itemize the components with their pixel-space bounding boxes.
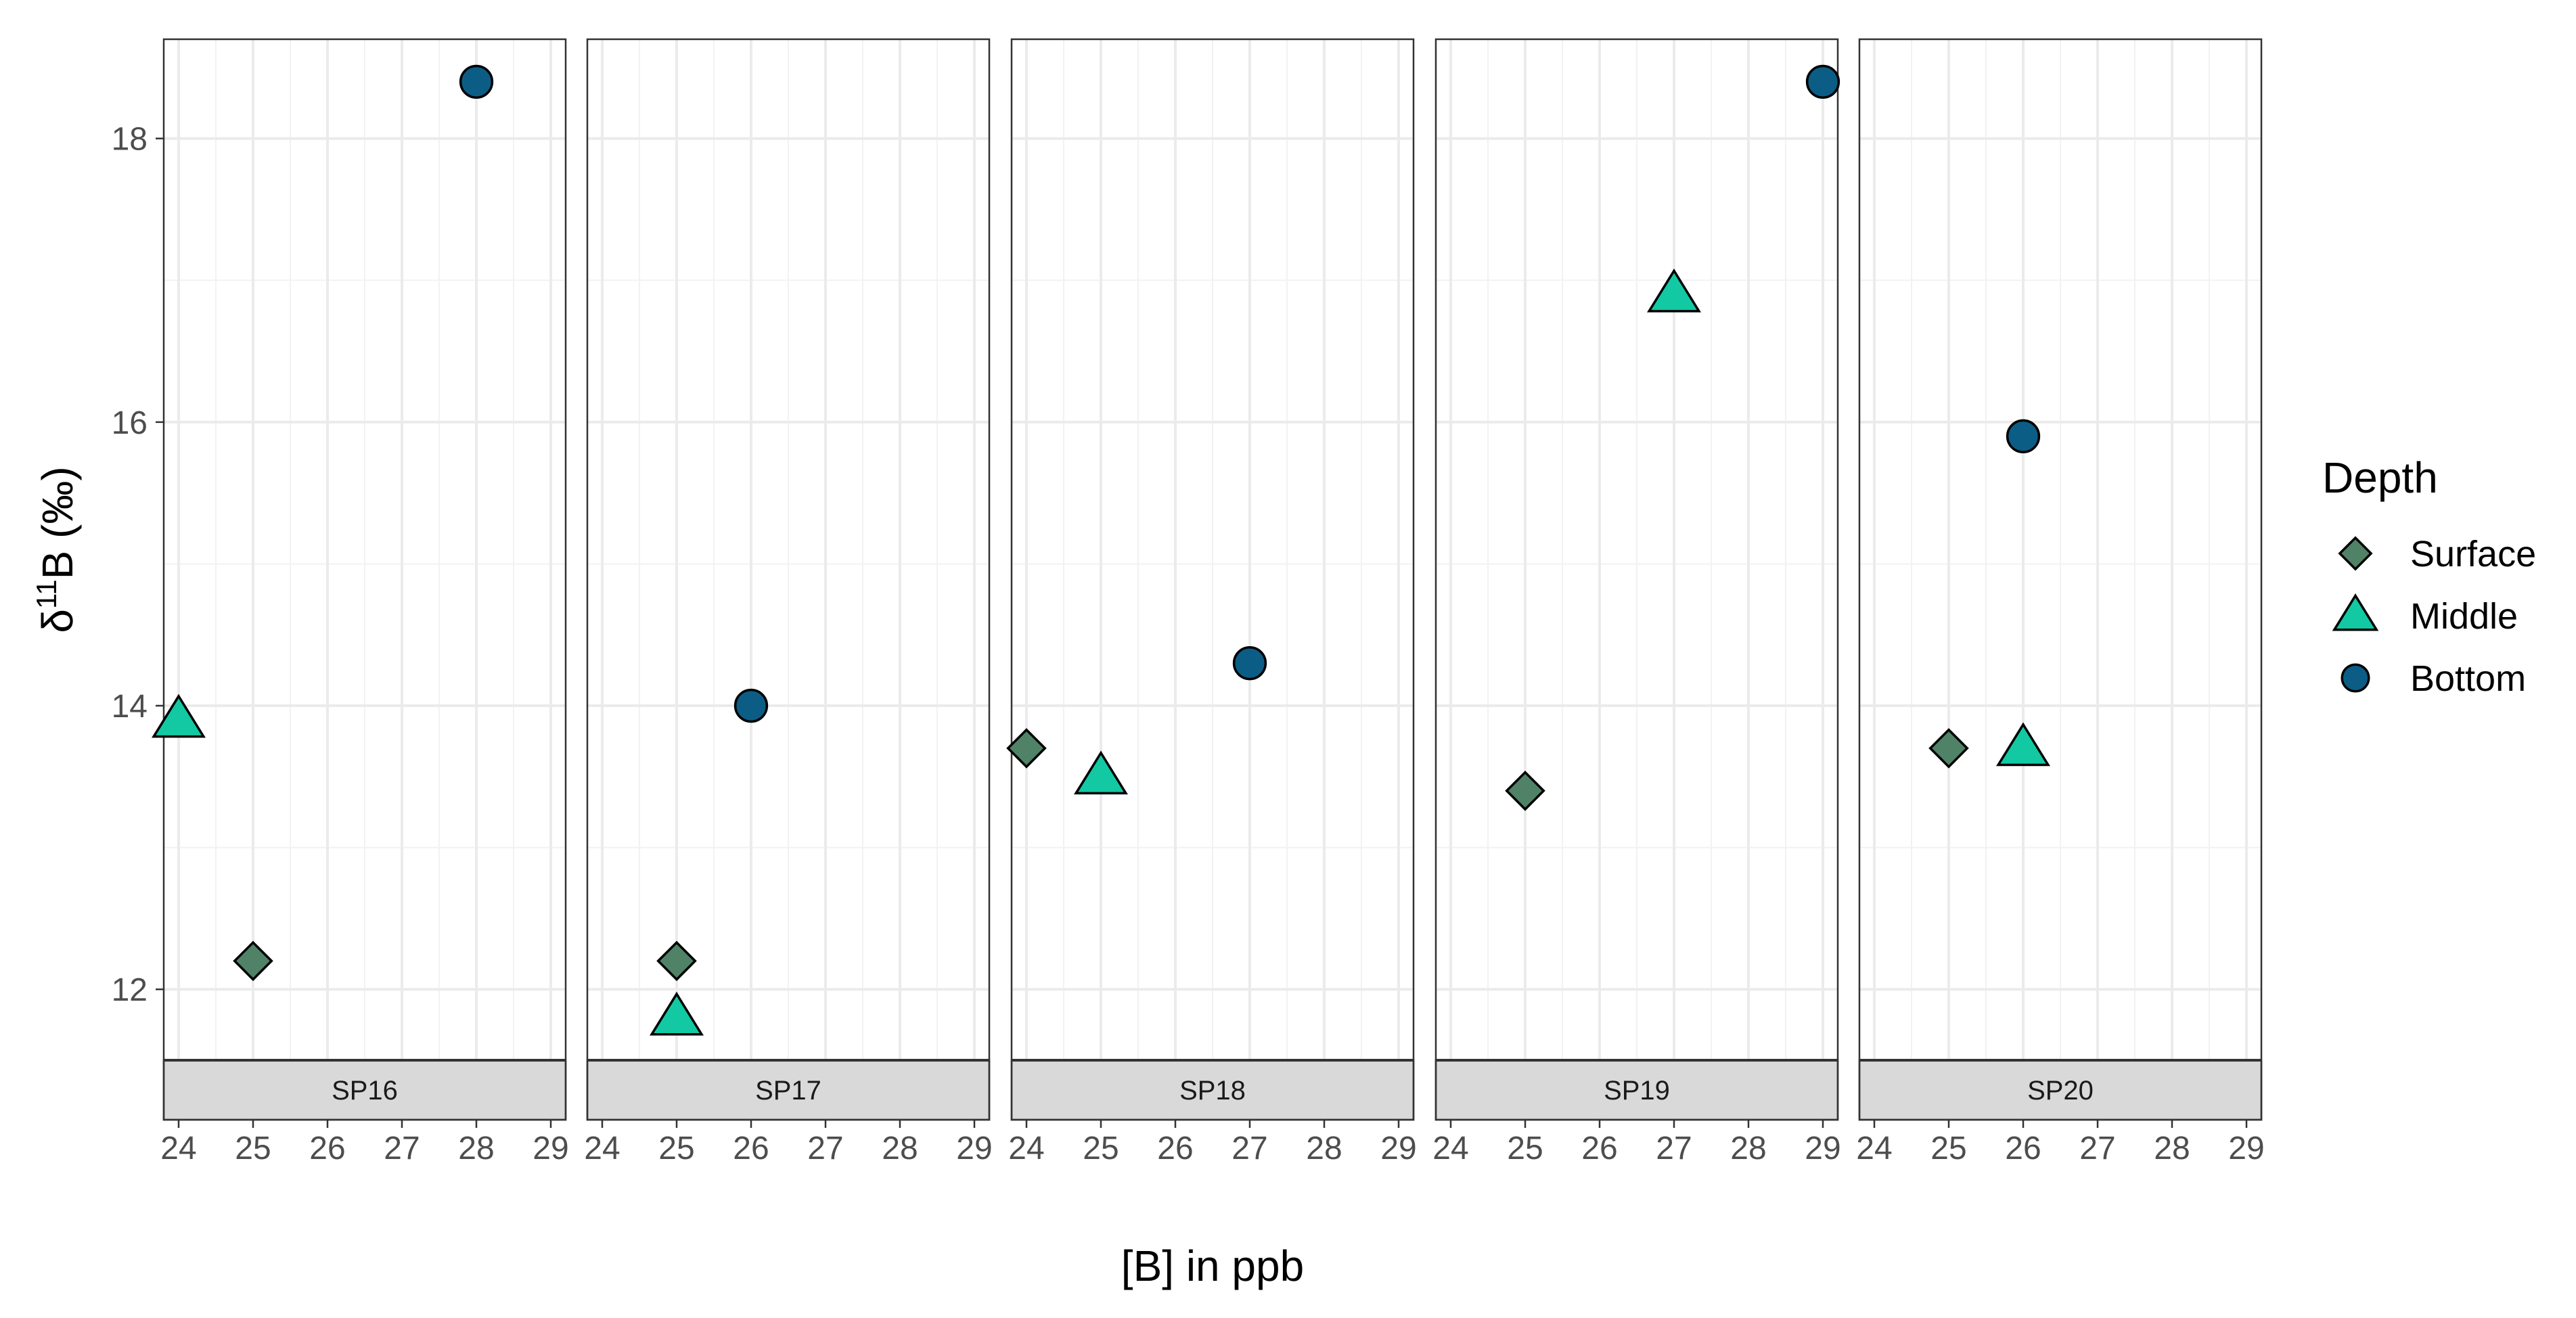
x-axis-title: [B] in ppb	[1121, 1242, 1304, 1290]
x-tick-label: 29	[2228, 1131, 2264, 1166]
panel-border	[586, 38, 991, 1121]
facet-strip	[1010, 1059, 1415, 1121]
facet-strip	[1434, 1059, 1839, 1121]
x-tick-label: 24	[160, 1131, 196, 1166]
legend-title: Depth	[2322, 453, 2438, 502]
x-tick-label: 26	[2005, 1131, 2041, 1166]
x-tick-label: 24	[584, 1131, 620, 1166]
y-tick-label: 18	[112, 122, 148, 158]
x-tick-label: 27	[1231, 1131, 1267, 1166]
legend-key-middle	[2332, 593, 2379, 631]
point-bottom	[459, 64, 494, 99]
y-tick-label: 16	[112, 405, 148, 441]
x-tick-label: 28	[1730, 1131, 1766, 1166]
x-tick-label: 25	[1507, 1131, 1543, 1166]
facet-strip-label: SP17	[755, 1076, 821, 1106]
y-axis: 12 14 16 18	[112, 122, 164, 1008]
y-axis-title-suffix: B (‰)	[33, 466, 82, 579]
x-tick-label: 24	[1008, 1131, 1044, 1166]
panel-border	[1434, 38, 1839, 1121]
legend-item-bottom: Bottom	[2341, 658, 2526, 699]
x-tick-label: 28	[2154, 1131, 2190, 1166]
point-middle	[1996, 722, 2050, 767]
point-surface	[1505, 771, 1545, 811]
x-tick-label: 28	[458, 1131, 494, 1166]
point-middle	[1074, 750, 1128, 795]
point-bottom	[1805, 64, 1840, 99]
legend-label: Middle	[2410, 596, 2518, 637]
x-tick-label: 26	[1157, 1131, 1193, 1166]
y-axis-title-prefix: δ	[33, 609, 82, 633]
x-tick-label: 29	[533, 1131, 568, 1166]
point-surface	[656, 940, 697, 982]
point-bottom	[1232, 646, 1267, 681]
point-bottom	[2006, 419, 2041, 453]
legend: Depth Surface Middle Bottom	[2322, 453, 2536, 699]
point-surface	[1006, 728, 1047, 769]
facet-strip-label: SP19	[1604, 1076, 1670, 1106]
x-tick-label: 27	[2079, 1131, 2115, 1166]
y-tick-label: 12	[112, 972, 148, 1008]
x-tick-label: 25	[235, 1131, 271, 1166]
x-tick-label: 28	[1306, 1131, 1342, 1166]
x-tick-label: 29	[956, 1131, 992, 1166]
facet-strip	[586, 1059, 991, 1121]
x-tick-label: 25	[1083, 1131, 1118, 1166]
x-tick-label: 24	[1856, 1131, 1892, 1166]
legend-item-surface: Surface	[2338, 534, 2536, 574]
x-tick-label: 26	[1581, 1131, 1617, 1166]
point-surface	[233, 940, 273, 982]
x-tick-label: 29	[1805, 1131, 1840, 1166]
x-tick-label: 27	[1656, 1131, 1692, 1166]
x-tick-label: 27	[384, 1131, 420, 1166]
legend-label: Surface	[2410, 534, 2536, 574]
x-tick-label: 24	[1432, 1131, 1468, 1166]
legend-item-middle: Middle	[2332, 593, 2518, 637]
chart-panels: SP16 24 25 26 27 28 29 SP17 24 25 26 27 28 29 SP18 24 25…	[152, 38, 2265, 1166]
legend-label: Bottom	[2410, 658, 2526, 699]
legend-key-surface	[2338, 536, 2373, 571]
panel-border	[1010, 38, 1415, 1121]
x-tick-label: 25	[658, 1131, 694, 1166]
panel-border	[1858, 38, 2263, 1121]
legend-key-bottom	[2341, 663, 2370, 693]
y-axis-title: δ11B (‰)	[30, 466, 82, 633]
panel-border	[162, 38, 567, 1121]
x-tick-label: 25	[1930, 1131, 1966, 1166]
y-axis-title-superscript: 11	[30, 579, 62, 609]
x-tick-label: 28	[882, 1131, 918, 1166]
facet-strip-label: SP18	[1179, 1076, 1246, 1106]
x-tick-label: 27	[807, 1131, 843, 1166]
panel-sp19: SP19 24 25 26 27 28 29	[1432, 38, 1841, 1166]
point-surface	[1928, 728, 1969, 769]
point-middle	[650, 991, 704, 1036]
x-tick-label: 26	[733, 1131, 769, 1166]
x-tick-label: 26	[309, 1131, 345, 1166]
point-middle	[1647, 268, 1701, 313]
point-bottom	[733, 688, 769, 723]
facet-strip-label: SP20	[2027, 1076, 2094, 1106]
point-middle	[152, 694, 206, 738]
panel-sp16: SP16 24 25 26 27 28 29	[152, 38, 569, 1166]
panel-sp18: SP18 24 25 26 27 28 29	[1006, 38, 1417, 1166]
x-tick-label: 29	[1380, 1131, 1416, 1166]
panel-sp20: SP20 24 25 26 27 28 29	[1856, 38, 2265, 1166]
y-tick-label: 14	[112, 689, 148, 725]
panel-sp17: SP17 24 25 26 27 28 29	[584, 38, 993, 1166]
facet-strip-label: SP16	[332, 1076, 398, 1106]
